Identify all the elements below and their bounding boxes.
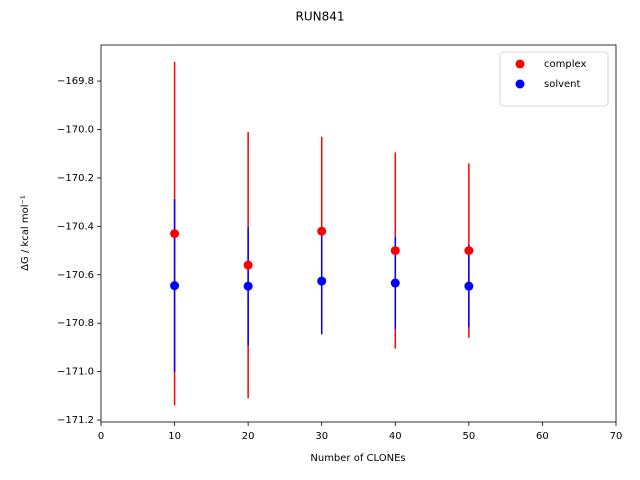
- point: [464, 246, 474, 256]
- y-tick-label: −169.8: [57, 76, 94, 87]
- y-tick-label: −170.4: [57, 221, 94, 232]
- y-tick-label: −170.2: [57, 173, 94, 184]
- point: [390, 278, 400, 288]
- point: [390, 246, 400, 256]
- x-tick-label: 20: [242, 431, 255, 442]
- point: [243, 281, 253, 291]
- y-tick-label: −171.0: [57, 367, 94, 378]
- y-tick-label: −170.6: [57, 270, 94, 281]
- legend-marker: [515, 59, 525, 69]
- x-tick-label: 30: [315, 431, 328, 442]
- x-tick-label: 0: [98, 431, 104, 442]
- legend-label: complex: [544, 59, 586, 70]
- y-axis-label: ΔG / kcal mol⁻¹: [20, 195, 31, 271]
- point: [464, 281, 474, 291]
- legend-marker: [515, 79, 525, 89]
- plot-frame: [100, 44, 617, 423]
- legend: complex solvent: [499, 51, 609, 107]
- y-tick-label: −170.8: [57, 318, 94, 329]
- x-tick-label: 10: [168, 431, 181, 442]
- y-tick-label: −171.2: [57, 415, 94, 426]
- x-tick-label: 60: [536, 431, 549, 442]
- point: [243, 260, 253, 270]
- point: [317, 276, 327, 286]
- legend-frame: [499, 51, 609, 107]
- legend-label: solvent: [544, 79, 581, 90]
- x-axis-label: Number of CLONEs: [310, 453, 405, 464]
- chart-title: RUN841: [295, 10, 344, 24]
- point: [317, 226, 327, 236]
- x-tick-label: 50: [462, 431, 475, 442]
- x-tick-label: 70: [610, 431, 623, 442]
- y-tick-label: −170.0: [57, 125, 94, 136]
- point: [170, 281, 180, 291]
- x-tick-label: 40: [389, 431, 402, 442]
- point: [170, 229, 180, 239]
